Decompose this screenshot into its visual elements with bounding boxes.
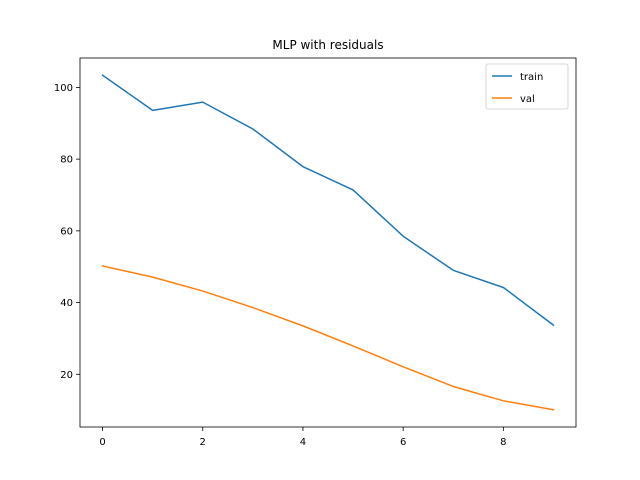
chart-title: MLP with residuals xyxy=(272,38,383,52)
plot-area xyxy=(79,57,577,428)
x-tick-label: 8 xyxy=(500,437,506,448)
legend-label-val: val xyxy=(520,94,535,105)
axes-frame xyxy=(79,57,577,428)
legend-label-train: train xyxy=(520,72,543,83)
y-axis: 20 40 60 80 100 xyxy=(54,83,80,381)
y-tick-label: 60 xyxy=(60,226,73,237)
series-line-train xyxy=(101,74,555,327)
y-tick-label: 40 xyxy=(60,298,73,309)
y-tick-label: 80 xyxy=(60,155,73,166)
x-tick-label: 4 xyxy=(300,437,306,448)
x-tick-label: 0 xyxy=(99,437,105,448)
legend: train val xyxy=(485,63,569,110)
y-tick-label: 20 xyxy=(60,370,73,381)
series-line-val xyxy=(101,265,555,411)
x-axis: 0 2 4 6 8 xyxy=(99,427,507,448)
x-tick-label: 6 xyxy=(400,437,406,448)
y-tick-label: 100 xyxy=(54,83,73,94)
series-layer xyxy=(101,74,555,411)
x-tick-label: 2 xyxy=(200,437,206,448)
